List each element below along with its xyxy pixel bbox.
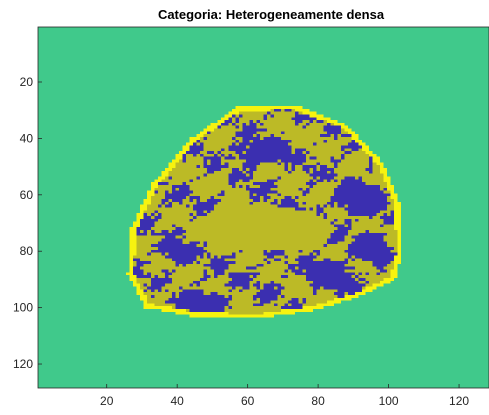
- y-tick-label: 120: [13, 357, 33, 371]
- y-tick-label: 40: [20, 131, 34, 145]
- x-tick-label: 100: [379, 394, 399, 408]
- label-map-image: [38, 27, 489, 388]
- y-tick-label: 80: [20, 244, 34, 258]
- x-tick-label: 120: [449, 394, 469, 408]
- chart-title: Categoria: Heterogeneamente densa: [158, 7, 385, 22]
- y-tick-label: 60: [20, 188, 34, 202]
- x-tick-label: 40: [170, 394, 184, 408]
- y-axis: 20 40 60 80 100 120: [13, 75, 42, 371]
- y-tick-label: 100: [13, 301, 33, 315]
- x-tick-label: 60: [241, 394, 255, 408]
- x-axis: 20 40 60 80 100 120: [100, 384, 469, 408]
- x-tick-label: 80: [311, 394, 325, 408]
- heatmap-image: [38, 27, 489, 388]
- axes-box: [37, 26, 489, 389]
- x-tick-label: 20: [100, 394, 114, 408]
- y-tick-label: 20: [20, 75, 34, 89]
